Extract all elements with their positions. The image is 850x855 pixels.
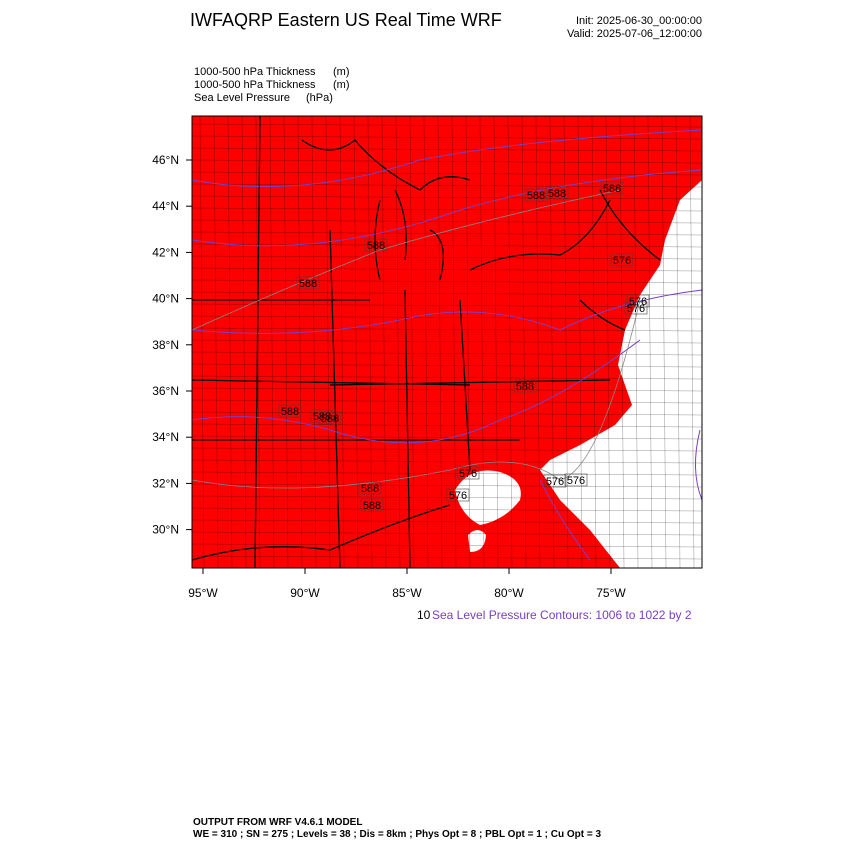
county-grid [191,115,703,569]
field-list: 1000-500 hPa Thickness (m) 1000-500 hPa Th… [194,66,350,104]
contour-label: 588 [363,500,381,512]
field-units: (hPa) [306,92,333,104]
lat-label: 30°N [152,523,179,537]
footer-line: OUTPUT FROM WRF V4.6.1 MODEL [193,817,362,828]
contour-label-box [626,294,650,308]
contour-label: 588 [281,406,299,418]
contour-label: 588 [603,183,621,195]
contour-label-box [524,188,548,202]
contour-info: Sea Level Pressure Contours: 1006 to 102… [432,608,692,622]
contour-label-box [358,481,382,495]
lon-labels: 95°W 90°W 85°W 80°W 75°W [188,568,626,600]
contour-label-box [318,411,342,425]
pressure-contours [191,129,703,561]
lon-label: 85°W [392,586,422,600]
contour-label: 588 [313,411,331,423]
ocean [540,180,702,568]
lat-label: 44°N [152,199,179,213]
contour-label: 576 [627,303,645,315]
contour-label: 588 [361,483,379,495]
contour-label: 588 [516,381,534,393]
thickness-contours [191,189,641,489]
contour-label-box [564,473,588,487]
contour-label: 576 [459,468,477,480]
contour-label-box [446,488,470,502]
contour-label: 588 [527,190,545,202]
contour-label: 576 [449,490,467,502]
contour-label-box [364,238,388,252]
contour-label-box [513,379,537,393]
lon-label: 75°W [596,586,626,600]
lon-label: 80°W [494,586,524,600]
truncated-label: 10 [417,608,431,622]
lat-labels: 46°N 44°N 42°N 40°N 38°N 36°N 34°N 32°N 30°N [152,153,192,537]
title: IWFAQRP Eastern US Real Time WRF [190,10,502,30]
contour-label-box [624,301,648,315]
contour-label-box [310,409,334,423]
field-units: (m) [333,66,350,78]
contour-label-box [296,276,320,290]
contour-label-box [610,253,634,267]
lat-label: 34°N [152,430,179,444]
footer-line: WE = 310 ; SN = 275 ; Levels = 38 ; Dis … [193,829,601,840]
lat-label: 36°N [152,384,179,398]
lat-label: 42°N [152,245,179,259]
county-lines [191,115,703,569]
field-name: 1000-500 hPa Thickness [194,79,316,91]
unfilled-area [468,530,486,552]
contour-label: 588 [299,278,317,290]
map-frame [191,115,703,569]
lat-label: 38°N [152,338,179,352]
field-name: Sea Level Pressure [194,92,290,104]
contour-label-box [360,498,384,512]
lat-label: 32°N [152,476,179,490]
contour-label-box [543,474,567,488]
contour-label-box [545,186,569,200]
contour-label: 588 [367,240,385,252]
contour-label: 588 [548,188,566,200]
contour-label-box [600,181,624,195]
init-time: Init: 2025-06-30_00:00:00 [576,15,702,27]
lat-label: 46°N [152,153,179,167]
valid-time: Valid: 2025-07-06_12:00:00 [567,28,702,40]
field-name: 1000-500 hPa Thickness [194,66,316,78]
contour-label-box [278,404,302,418]
contour-label: 588 [321,413,339,425]
contour-label: 576 [546,476,564,488]
field-units: (m) [333,79,350,91]
contour-label: 576 [613,255,631,267]
lat-label: 40°N [152,292,179,306]
lon-label: 95°W [188,586,218,600]
contour-label-box [456,466,480,480]
contour-label: 576 [567,475,585,487]
lon-label: 90°W [290,586,320,600]
boundaries [191,115,661,569]
